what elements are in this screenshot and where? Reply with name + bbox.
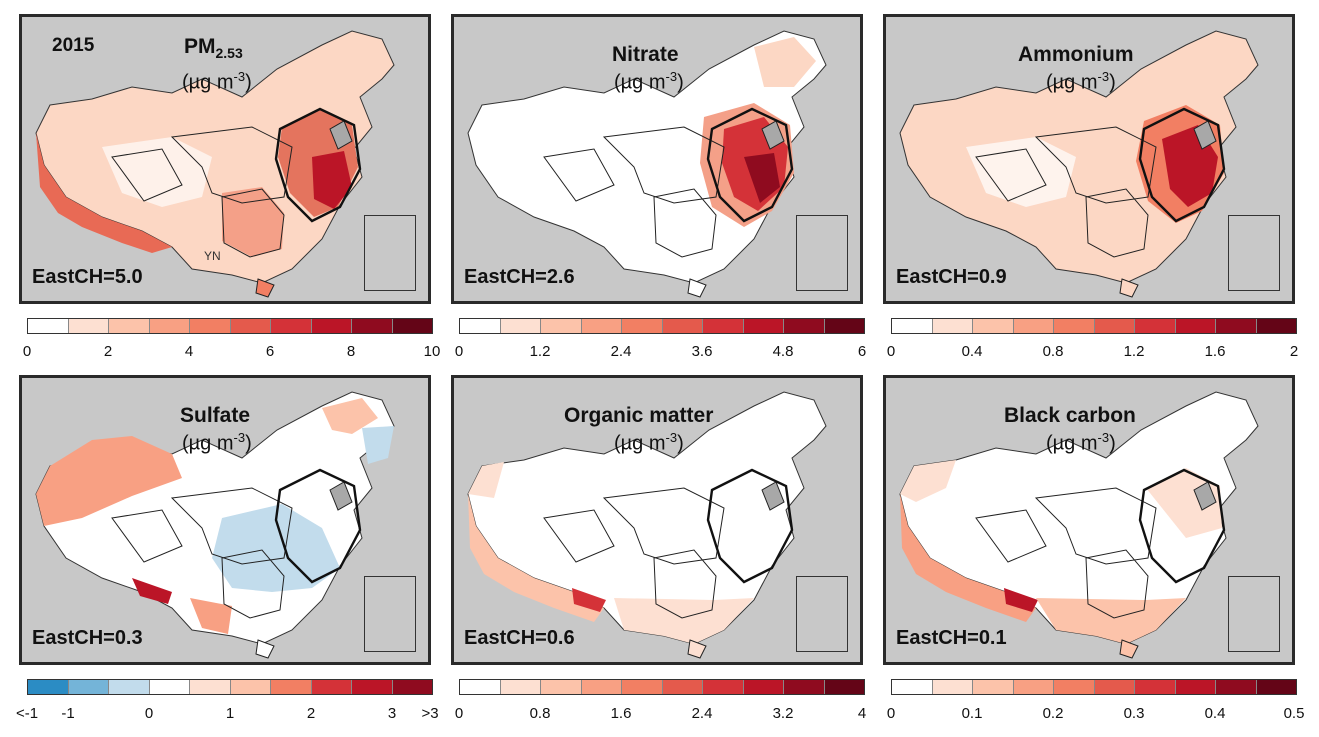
- colorbar-tick: 0.3: [1123, 705, 1145, 722]
- year-label: 2015: [52, 35, 95, 56]
- south-china-sea-inset: [796, 576, 848, 652]
- colorbar-tick: 0.4: [961, 343, 983, 360]
- eastch-value: EastCH=0.1: [896, 627, 1007, 649]
- colorbar-tick: 2.4: [610, 343, 632, 360]
- colorbar-tick: 1: [225, 705, 235, 722]
- panel-title: Organic matter: [564, 404, 714, 427]
- eastch-value: EastCH=0.6: [464, 627, 575, 649]
- colorbar-nitrate: [459, 318, 865, 334]
- colorbar-tick: >3: [421, 705, 439, 722]
- map-panel-ammonium: Ammonium (µg m-3) EastCH=0.9: [883, 14, 1295, 304]
- colorbar-tick: 0: [144, 705, 154, 722]
- map-panel-nitrate: Nitrate (µg m-3) EastCH=2.6: [451, 14, 863, 304]
- colorbar-tick: 2: [103, 343, 113, 360]
- panel-title: Ammonium: [1018, 43, 1134, 66]
- south-china-sea-inset: [796, 215, 848, 291]
- colorbar-tick: 0.4: [1204, 705, 1226, 722]
- colorbar-sulfate: [27, 679, 433, 695]
- unit-label: (µg m-3): [1046, 69, 1116, 94]
- eastch-value: EastCH=2.6: [464, 266, 575, 288]
- china-map: [467, 30, 827, 298]
- colorbar-tick: 0: [454, 343, 464, 360]
- colorbar-tick: 2: [306, 705, 316, 722]
- unit-label: (µg m-3): [182, 69, 252, 94]
- colorbar-tick: 1.6: [1204, 343, 1226, 360]
- colorbar-tick: 0: [454, 705, 464, 722]
- colorbar-ammonium: [891, 318, 1297, 334]
- eastch-value: EastCH=5.0: [32, 266, 143, 288]
- colorbar-tick: 4: [857, 705, 867, 722]
- colorbar-tick: 4: [184, 343, 194, 360]
- colorbar-tick: 0: [886, 343, 896, 360]
- panel-title: PM2.53: [184, 35, 243, 62]
- colorbar-tick: 10: [423, 343, 441, 360]
- map-panel-pm25: 2015 PM2.53 (µg m-3) YN EastCH=5.0: [19, 14, 431, 304]
- panel-title: Black carbon: [1004, 404, 1136, 427]
- colorbar-tick: 0.2: [1042, 705, 1064, 722]
- colorbar-black-carbon: [891, 679, 1297, 695]
- eastch-value: EastCH=0.3: [32, 627, 143, 649]
- colorbar-tick: 6: [265, 343, 275, 360]
- panel-title: Nitrate: [612, 43, 679, 66]
- colorbar-pm25: [27, 318, 433, 334]
- map-panel-sulfate: Sulfate (µg m-3) EastCH=0.3: [19, 375, 431, 665]
- colorbar-tick: 0.5: [1283, 705, 1305, 722]
- china-map: [899, 30, 1259, 298]
- colorbar-tick: 0.8: [1042, 343, 1064, 360]
- colorbar-tick: 2.4: [691, 705, 713, 722]
- unit-label: (µg m-3): [614, 69, 684, 94]
- map-panel-black-carbon: Black carbon (µg m-3) EastCH=0.1: [883, 375, 1295, 665]
- colorbar-tick: 0.8: [529, 705, 551, 722]
- china-map: [467, 391, 827, 659]
- panel-title-text: PM: [184, 35, 216, 58]
- colorbar-tick: 0.1: [961, 705, 983, 722]
- china-map: [35, 30, 395, 298]
- panel-title: Sulfate: [180, 404, 251, 427]
- south-china-sea-inset: [364, 576, 416, 652]
- colorbar-tick: 3.6: [691, 343, 713, 360]
- colorbar-tick: 0: [886, 705, 896, 722]
- china-map: [35, 391, 395, 659]
- colorbar-tick: 3.2: [772, 705, 794, 722]
- colorbar-tick: 1.2: [529, 343, 551, 360]
- south-china-sea-inset: [1228, 576, 1280, 652]
- colorbar-tick: 3: [387, 705, 397, 722]
- colorbar-organic-matter: [459, 679, 865, 695]
- south-china-sea-inset: [1228, 215, 1280, 291]
- colorbar-tick: -1: [61, 705, 75, 722]
- colorbar-tick: 1.2: [1123, 343, 1145, 360]
- province-label: YN: [204, 249, 221, 263]
- colorbar-tick: 8: [346, 343, 356, 360]
- south-china-sea-inset: [364, 215, 416, 291]
- unit-label: (µg m-3): [1046, 430, 1116, 455]
- colorbar-tick: 6: [857, 343, 867, 360]
- colorbar-tick: 4.8: [772, 343, 794, 360]
- unit-label: (µg m-3): [614, 430, 684, 455]
- map-panel-organic-matter: Organic matter (µg m-3) EastCH=0.6: [451, 375, 863, 665]
- panel-title-subscript: 2.5: [215, 45, 235, 62]
- china-map: [899, 391, 1259, 659]
- eastch-value: EastCH=0.9: [896, 266, 1007, 288]
- unit-label: (µg m-3): [182, 430, 252, 455]
- colorbar-tick: 0: [22, 343, 32, 360]
- colorbar-tick: 2: [1289, 343, 1299, 360]
- colorbar-tick: <-1: [15, 705, 39, 722]
- colorbar-tick: 1.6: [610, 705, 632, 722]
